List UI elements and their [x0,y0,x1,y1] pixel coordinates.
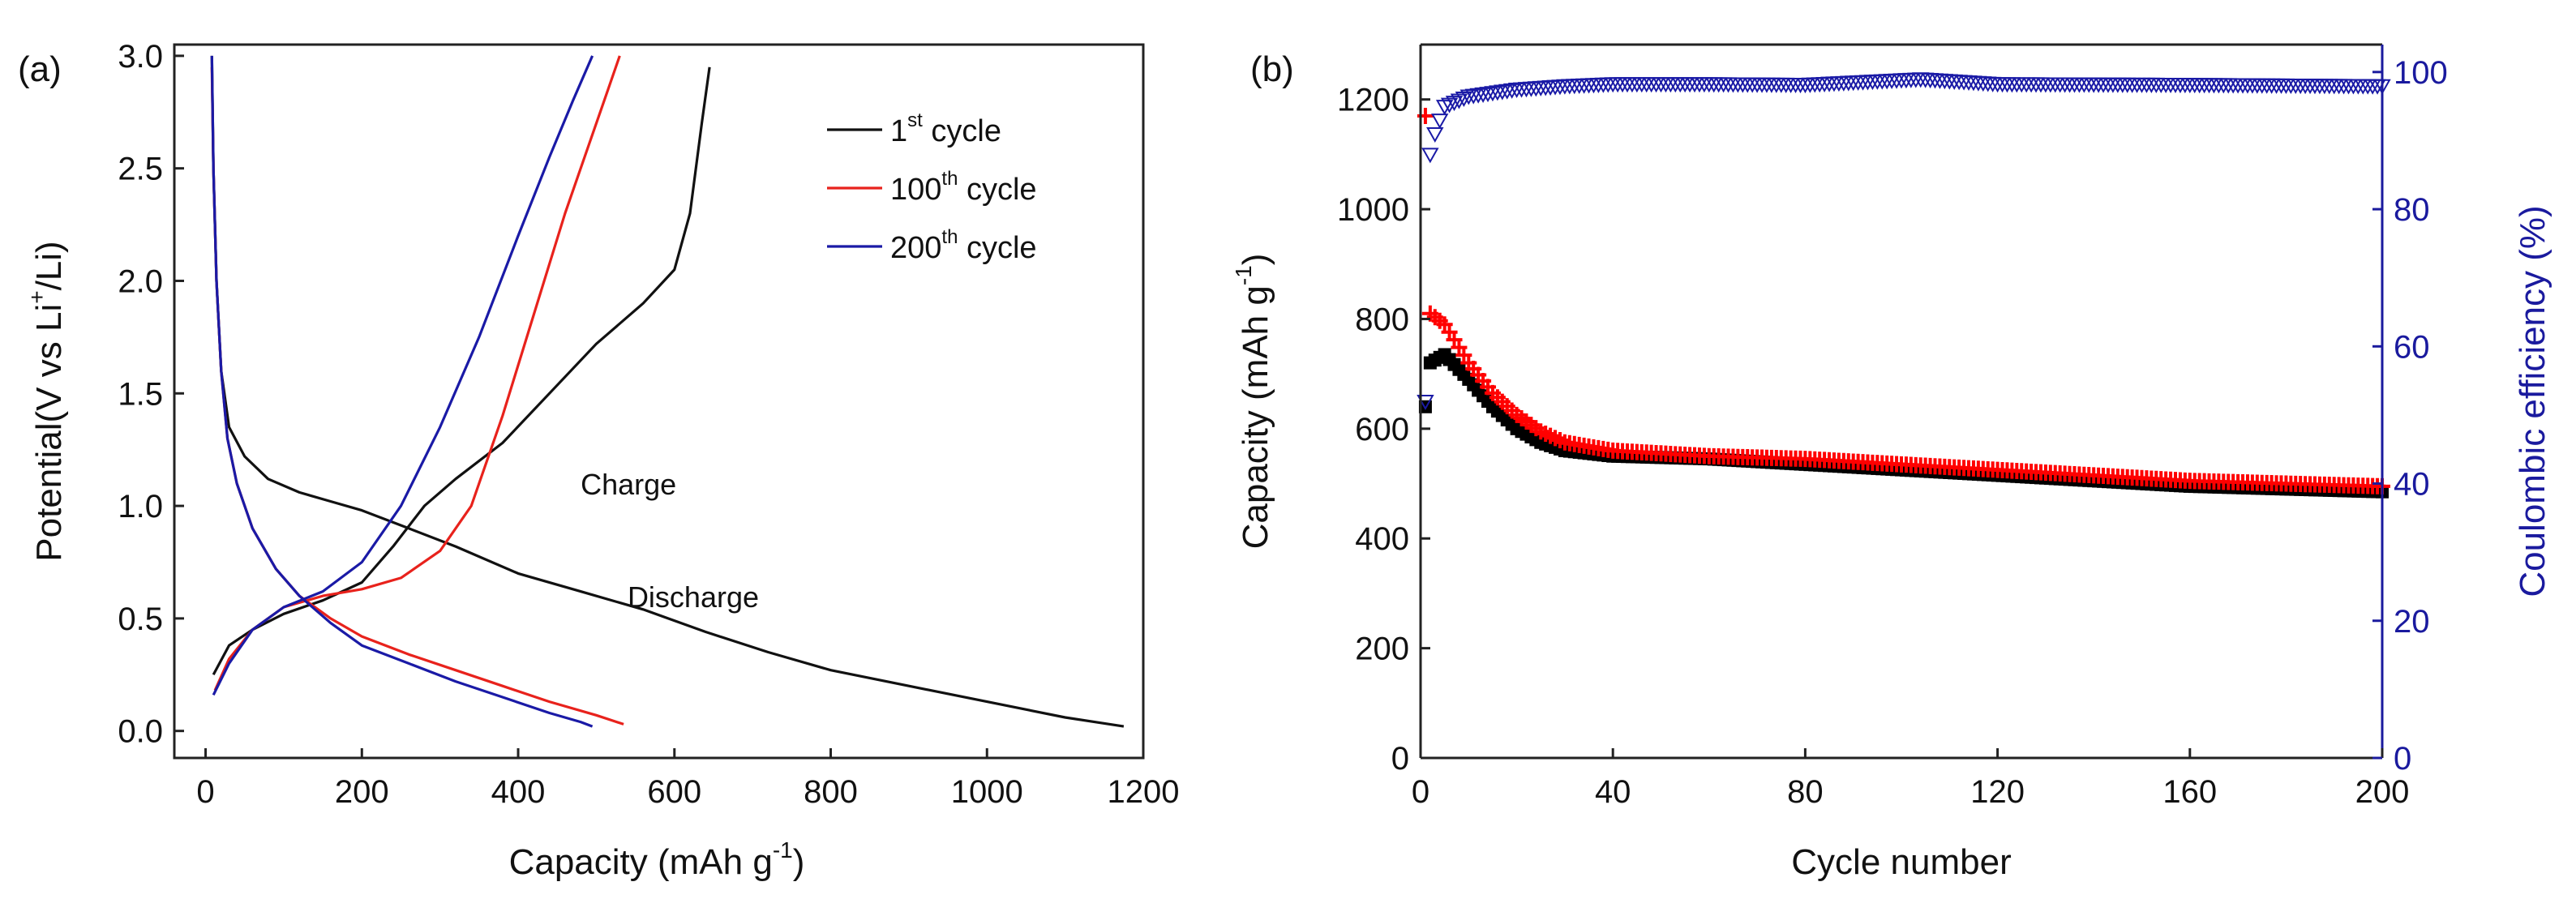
panel-b-label: (b) [1250,49,1294,89]
y-tick-label: 800 [1355,302,1409,337]
annotation-label: Charge [581,468,676,501]
panel-b-y-axis-label: Capacity (mAh g-1) [1231,254,1275,550]
panel-b: (b) 0 40 80 120 160 200 020040060080010001200… [1231,43,2552,882]
y-tick-label: 0.5 [118,601,163,637]
x-tick-label: 400 [491,774,546,810]
data-point [1435,100,1454,116]
panel-b-y-ticks: 0 200 400 600 800 1000 1200 [1337,83,1430,777]
panel-b-x-ticks: 0 40 80 120 160 200 [1412,748,2410,810]
panel-a-plot-content [210,55,1125,728]
y-tick-label: 0.0 [118,714,163,750]
series-line-1 [212,66,711,676]
y-tick-label: 1200 [1337,83,1409,118]
series-discharge-capacity [1417,108,2390,494]
panel-a-y-ticks: 0.0 0.5 1.0 1.5 2.0 2.5 3.0 [118,39,184,750]
y-tick-label: 1000 [1337,192,1409,228]
series-line-5 [212,55,594,696]
series-line-2 [210,66,624,726]
data-point [1455,92,1473,108]
y-tick-label: 400 [1355,521,1409,557]
x-tick-label: 800 [804,774,858,810]
y2-tick-label: 60 [2394,329,2430,365]
panel-b-y2-axis-label: Coulombic efficiency (%) [2513,205,2552,597]
x-tick-label: 120 [1970,774,2025,810]
series-line-0 [210,55,1125,728]
y-tick-label: 2.5 [118,152,163,187]
series-coulombic-efficiency [1417,72,2391,411]
y-tick-label: 2.0 [118,263,163,299]
panel-a-x-axis-label: Capacity (mAh g-1) [509,837,805,882]
data-point [1426,127,1444,143]
x-tick-label: 200 [2355,774,2410,810]
panel-a-annotations: Charge Discharge [581,468,759,614]
y2-tick-label: 100 [2394,55,2448,91]
y-tick-label: 200 [1355,631,1409,667]
y2-tick-label: 0 [2394,741,2411,777]
y2-tick-label: 40 [2394,467,2430,503]
x-tick-label: 1000 [951,774,1023,810]
panel-a-y-axis-label: Potential(V vs Li+/Li) [24,241,69,561]
y-tick-label: 1.5 [118,376,163,412]
x-tick-label: 80 [1787,774,1824,810]
x-tick-label: 200 [335,774,389,810]
panel-b-y2-ticks: 0 20 40 60 80 100 [2372,55,2448,777]
y2-tick-label: 20 [2394,604,2430,640]
panel-a-legend: 1st cycle 100th cycle 200th cycle [827,109,1037,265]
y-tick-label: 0 [1391,741,1409,777]
x-tick-label: 1200 [1108,774,1180,810]
panel-b-x-axis-label: Cycle number [1791,842,2011,882]
panel-a-label: (a) [18,49,62,89]
y-tick-label: 1.0 [118,489,163,524]
legend-label: 100th cycle [890,168,1037,207]
y-tick-label: 3.0 [118,39,163,75]
y-tick-label: 600 [1355,412,1409,447]
legend-label: 1st cycle [890,109,1001,148]
x-tick-label: 160 [2162,774,2217,810]
panel-a-x-ticks: 0 200 400 600 800 1000 1200 [196,748,1179,810]
data-point [1450,93,1468,109]
data-point [1421,148,1439,164]
panel-a-axes-frame [173,43,1145,760]
x-tick-label: 40 [1595,774,1631,810]
x-tick-label: 600 [647,774,701,810]
x-tick-label: 0 [1412,774,1429,810]
panel-a: (a) 0 200 400 600 800 1000 1200 0.0 0.5 1.0 1.5 2.… [18,39,1179,882]
panel-b-plot-content [1417,72,2391,499]
data-point [1440,97,1459,113]
y2-tick-label: 80 [2394,192,2430,228]
series-line-3 [213,55,621,691]
legend-label: 200th cycle [890,226,1037,265]
x-tick-label: 0 [196,774,214,810]
data-point [1431,113,1449,130]
annotation-label: Discharge [628,580,759,614]
data-point [1445,96,1464,112]
series-line-4 [210,55,594,728]
